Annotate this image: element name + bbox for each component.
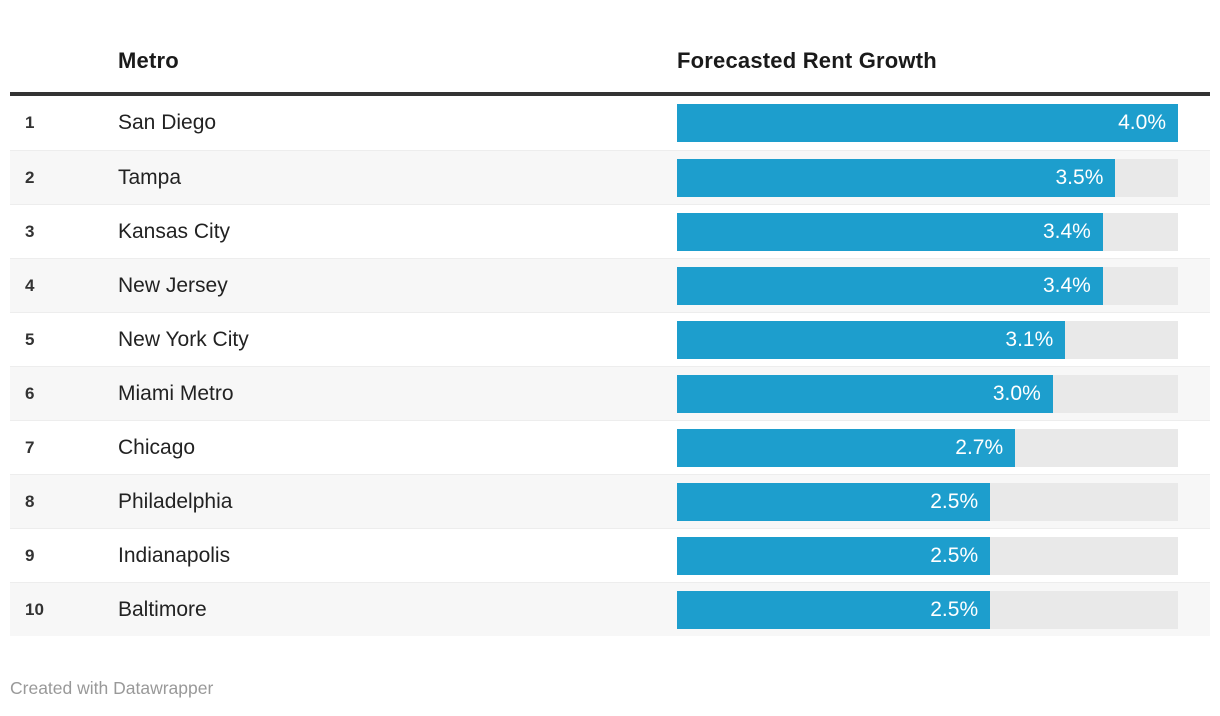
rent-growth-table: Metro Forecasted Rent Growth 1 San Diego… [10,0,1210,636]
table-row: 4 New Jersey 3.4% [10,258,1210,312]
table-row: 1 San Diego 4.0% [10,96,1210,150]
bar-fill: 2.5% [677,482,991,521]
bar-value-label: 3.1% [1005,327,1054,351]
metro-label: Chicago [118,435,196,459]
table-row: 5 New York City 3.1% [10,312,1210,366]
bar-cell: 2.7% [677,428,1178,467]
table-row: 3 Kansas City 3.4% [10,204,1210,258]
rank-label: 9 [25,545,35,565]
table-row: 7 Chicago 2.7% [10,420,1210,474]
bar-fill: 3.5% [677,158,1116,197]
bar-value-label: 4.0% [1118,111,1166,134]
rank-label: 7 [25,437,35,457]
bar-cell: 2.5% [677,590,1178,629]
table-row: 6 Miami Metro 3.0% [10,366,1210,420]
table-row: 10 Baltimore 2.5% [10,582,1210,636]
bar-cell: 2.5% [677,536,1178,575]
bar-value-label: 2.7% [955,435,1004,459]
bar-fill: 2.5% [677,536,991,575]
metro-label: Philadelphia [118,489,233,513]
bar-value-label: 3.5% [1055,165,1104,189]
bar-cell: 3.5% [677,158,1178,197]
rank-label: 2 [25,167,35,187]
table-row: 9 Indianapolis 2.5% [10,528,1210,582]
bar-cell: 3.0% [677,374,1178,413]
rank-label: 6 [25,383,35,403]
bar-fill: 4.0% [677,104,1178,142]
bar-fill: 3.4% [677,266,1103,305]
metro-label: New York City [118,327,249,351]
metro-label: New Jersey [118,273,228,297]
table-row: 8 Philadelphia 2.5% [10,474,1210,528]
rank-label: 1 [25,113,35,132]
bar-cell: 3.4% [677,212,1178,251]
rank-label: 8 [25,491,35,511]
bar-value-label: 2.5% [930,597,979,621]
footer: Created with Datawrapper [10,678,1220,699]
metro-label: Kansas City [118,219,231,243]
table-header-row: Metro Forecasted Rent Growth [10,0,1210,96]
column-header-metro: Metro [118,48,179,73]
metro-label: San Diego [118,111,217,134]
metro-label: Tampa [118,165,182,189]
metro-label: Baltimore [118,597,207,621]
metro-label: Indianapolis [118,543,231,567]
bar-fill: 2.7% [677,428,1016,467]
table-body: 1 San Diego 4.0% 2 Tampa 3.5% 3 Kansas C… [10,96,1210,636]
rank-label: 10 [25,599,44,619]
bar-fill: 2.5% [677,590,991,629]
column-header-forecasted-rent-growth: Forecasted Rent Growth [677,48,937,73]
bar-cell: 3.1% [677,320,1178,359]
bar-value-label: 3.4% [1042,219,1091,243]
bar-value-label: 3.4% [1042,273,1091,297]
rank-label: 3 [25,221,35,241]
bar-value-label: 2.5% [930,543,979,567]
metro-label: Miami Metro [118,381,234,405]
bar-cell: 3.4% [677,266,1178,305]
bar-value-label: 3.0% [992,381,1041,405]
bar-fill: 3.0% [677,374,1053,413]
bar-fill: 3.1% [677,320,1066,359]
rank-label: 4 [25,275,35,295]
bar-value-label: 2.5% [930,489,979,513]
table-row: 2 Tampa 3.5% [10,150,1210,204]
rank-label: 5 [25,329,35,349]
datawrapper-attribution: Created with Datawrapper [10,678,214,698]
bar-cell: 2.5% [677,482,1178,521]
bar-fill: 3.4% [677,212,1103,251]
bar-cell: 4.0% [677,104,1178,142]
